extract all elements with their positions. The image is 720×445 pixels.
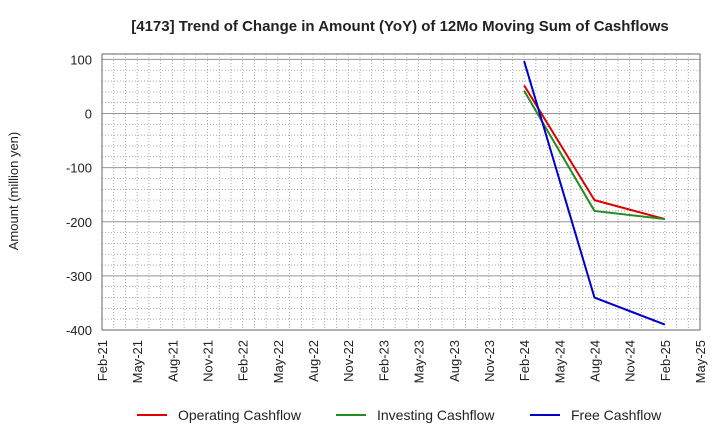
x-tick-label: Aug-24 bbox=[587, 340, 602, 382]
x-tick-label: Feb-21 bbox=[95, 340, 110, 381]
y-tick-label: -400 bbox=[66, 323, 92, 338]
series-line-operating-cashflow bbox=[523, 84, 666, 221]
x-tick-label: Aug-21 bbox=[165, 340, 180, 382]
grid bbox=[101, 54, 701, 331]
series-line-investing-cashflow bbox=[523, 90, 665, 221]
x-tick-label: May-25 bbox=[693, 340, 708, 383]
y-axis-label: Amount (million yen) bbox=[6, 132, 21, 251]
legend: Operating Cashflow Investing Cashflow Free… bbox=[137, 407, 662, 423]
x-tick-label: May-21 bbox=[130, 340, 145, 383]
x-tick-label: Feb-22 bbox=[236, 340, 251, 381]
x-tick-label: Nov-22 bbox=[341, 340, 356, 382]
x-tick-label: May-23 bbox=[412, 340, 427, 383]
x-tick-label: Nov-21 bbox=[201, 340, 216, 382]
y-tick-label: -200 bbox=[66, 215, 92, 230]
y-tick-label: 0 bbox=[85, 107, 92, 122]
x-tick-label: Aug-22 bbox=[306, 340, 321, 382]
x-axis-ticks: Feb-21 May-21 Aug-21 Nov-21 Feb-22 May-22 Aug-… bbox=[95, 340, 708, 383]
x-tick-label: May-24 bbox=[552, 340, 567, 383]
x-tick-label: Feb-23 bbox=[376, 340, 391, 381]
x-tick-label: Feb-25 bbox=[658, 340, 673, 381]
x-tick-label: Nov-23 bbox=[482, 340, 497, 382]
legend-label: Investing Cashflow bbox=[377, 407, 495, 423]
y-tick-label: -300 bbox=[66, 269, 92, 284]
x-tick-label: May-22 bbox=[271, 340, 286, 383]
chart-title: [4173] Trend of Change in Amount (YoY) o… bbox=[131, 18, 669, 35]
legend-label: Free Cashflow bbox=[571, 407, 662, 423]
y-axis-ticks: 100 0 -100 -200 -300 -400 bbox=[66, 52, 92, 338]
series-line-free-cashflow bbox=[523, 60, 666, 326]
legend-label: Operating Cashflow bbox=[178, 407, 302, 423]
x-tick-label: Nov-24 bbox=[623, 340, 638, 382]
y-tick-label: -100 bbox=[66, 161, 92, 176]
series-lines bbox=[523, 60, 666, 326]
plot-frame bbox=[101, 53, 701, 331]
y-tick-label: 100 bbox=[70, 52, 92, 67]
x-tick-label: Aug-23 bbox=[447, 340, 462, 382]
x-tick-label: Feb-24 bbox=[517, 340, 532, 381]
